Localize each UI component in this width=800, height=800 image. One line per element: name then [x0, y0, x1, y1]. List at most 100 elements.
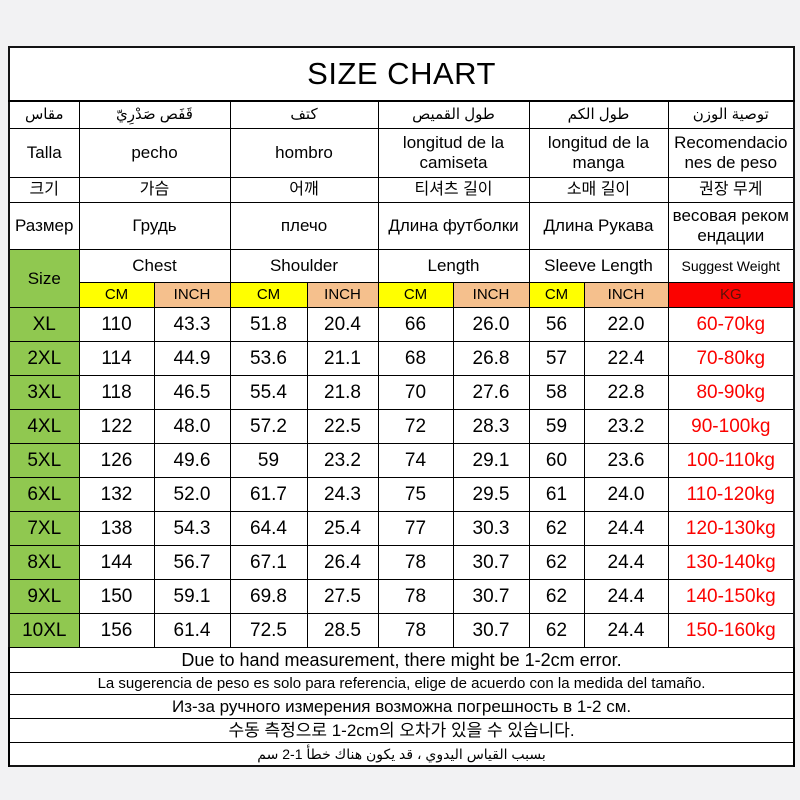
chest-inch-cell: 49.6 [153, 443, 231, 478]
header-size-ko: 크기 [8, 177, 80, 203]
table-row-7xl: 7XL 138 54.3 64.4 25.4 77 30.3 62 24.4 1… [8, 511, 795, 546]
note-spanish: La sugerencia de peso es solo para refer… [7, 672, 796, 695]
header-row-arabic: مقاس قَفَص صَدْرِيّ كتف طول القميص طول ا… [8, 100, 795, 129]
size-label: 5XL [8, 443, 80, 478]
size-chart-table: SIZE CHART مقاس قَفَص صَدْرِيّ كتف طول ا… [7, 46, 796, 767]
header-chest-ar: قَفَص صَدْرِيّ [78, 100, 231, 129]
header-size-en: Size [8, 249, 80, 308]
chest-inch-cell: 52.0 [153, 477, 231, 512]
header-row-english: Size Chest Shoulder Length Sleeve Length… [8, 249, 795, 308]
length-inch-cell: 29.1 [452, 443, 530, 478]
header-chest-en: Chest [78, 249, 231, 283]
chest-inch-cell: 61.4 [153, 613, 231, 648]
length-inch-cell: 30.3 [452, 511, 530, 546]
sleeve-cm-cell: 59 [528, 409, 585, 444]
chest-cm-cell: 114 [78, 341, 155, 376]
header-shoulder-es: hombro [229, 128, 379, 178]
unit-weight-kg: KG [667, 282, 795, 308]
table-row-2xl: 2XL 114 44.9 53.6 21.1 68 26.8 57 22.4 7… [8, 341, 795, 376]
header-chest-es: pecho [78, 128, 231, 178]
header-weight-ko: 권장 무게 [667, 177, 795, 203]
header-sleeve-ko: 소매 길이 [528, 177, 669, 203]
length-cm-cell: 77 [377, 511, 454, 546]
length-inch-cell: 27.6 [452, 375, 530, 410]
sleeve-inch-cell: 23.6 [583, 443, 669, 478]
table-row-6xl: 6XL 132 52.0 61.7 24.3 75 29.5 61 24.0 1… [8, 477, 795, 512]
note-korean: 수동 측정으로 1-2cm의 오차가 있을 수 있습니다. [7, 718, 796, 743]
header-shoulder-en: Shoulder [229, 249, 379, 283]
header-size-es: Talla [8, 128, 80, 178]
chest-inch-cell: 44.9 [153, 341, 231, 376]
chest-inch-cell: 48.0 [153, 409, 231, 444]
chest-cm-cell: 156 [78, 613, 155, 648]
unit-row: CM INCH CM INCH CM INCH CM INCH KG [9, 282, 795, 308]
shoulder-inch-cell: 21.1 [306, 341, 379, 376]
table-row-4xl: 4XL 122 48.0 57.2 22.5 72 28.3 59 23.2 9… [8, 409, 795, 444]
sleeve-cm-cell: 62 [528, 613, 585, 648]
sleeve-cm-cell: 58 [528, 375, 585, 410]
sleeve-inch-cell: 22.8 [583, 375, 669, 410]
size-label: XL [8, 307, 80, 342]
length-cm-cell: 75 [377, 477, 454, 512]
chest-cm-cell: 118 [78, 375, 155, 410]
sleeve-inch-cell: 24.0 [583, 477, 669, 512]
sleeve-inch-cell: 24.4 [583, 579, 669, 614]
weight-cell: 150-160kg [667, 613, 795, 648]
sleeve-inch-cell: 22.0 [583, 307, 669, 342]
length-cm-cell: 78 [377, 545, 454, 580]
chest-cm-cell: 150 [78, 579, 155, 614]
chest-cm-cell: 110 [78, 307, 155, 342]
length-inch-cell: 30.7 [452, 545, 530, 580]
sleeve-inch-cell: 22.4 [583, 341, 669, 376]
title-row: SIZE CHART [8, 46, 795, 102]
length-inch-cell: 26.0 [452, 307, 530, 342]
header-weight-en: Suggest Weight [667, 249, 795, 283]
length-cm-cell: 78 [377, 613, 454, 648]
weight-cell: 110-120kg [667, 477, 795, 512]
header-weight-ru: весовая реком ендации [667, 202, 795, 250]
weight-cell: 130-140kg [667, 545, 795, 580]
shoulder-inch-cell: 28.5 [306, 613, 379, 648]
note-arabic: بسبب القياس اليدوي ، قد يكون هناك خطأ 1-… [7, 742, 796, 767]
sleeve-cm-cell: 62 [528, 545, 585, 580]
weight-cell: 70-80kg [667, 341, 795, 376]
shoulder-inch-cell: 24.3 [306, 477, 379, 512]
chest-cm-cell: 122 [78, 409, 155, 444]
unit-chest-cm: CM [78, 282, 155, 308]
note-english: Due to hand measurement, there might be … [7, 647, 796, 673]
header-chest-ru: Грудь [78, 202, 231, 250]
header-length-ar: طول القميص [377, 100, 530, 129]
size-label: 9XL [8, 579, 80, 614]
sleeve-cm-cell: 56 [528, 307, 585, 342]
header-sleeve-es: longitud de la manga [528, 128, 669, 178]
shoulder-cm-cell: 59 [229, 443, 308, 478]
chest-inch-cell: 46.5 [153, 375, 231, 410]
page-title: SIZE CHART [8, 46, 795, 102]
length-cm-cell: 78 [377, 579, 454, 614]
size-label: 3XL [8, 375, 80, 410]
length-inch-cell: 30.7 [452, 579, 530, 614]
header-weight-ar: توصية الوزن [667, 100, 795, 129]
unit-shoulder-inch: INCH [306, 282, 379, 308]
shoulder-cm-cell: 64.4 [229, 511, 308, 546]
sleeve-inch-cell: 23.2 [583, 409, 669, 444]
note-row-russian: Из-за ручного измерения возможна погрешн… [7, 694, 796, 719]
header-length-ko: 티셔츠 길이 [377, 177, 530, 203]
header-shoulder-ko: 어깨 [229, 177, 379, 203]
unit-chest-inch: INCH [153, 282, 231, 308]
unit-shoulder-cm: CM [229, 282, 308, 308]
table-row-9xl: 9XL 150 59.1 69.8 27.5 78 30.7 62 24.4 1… [8, 579, 795, 614]
length-cm-cell: 66 [377, 307, 454, 342]
chest-inch-cell: 43.3 [153, 307, 231, 342]
shoulder-inch-cell: 21.8 [306, 375, 379, 410]
sleeve-cm-cell: 61 [528, 477, 585, 512]
chest-cm-cell: 132 [78, 477, 155, 512]
weight-cell: 120-130kg [667, 511, 795, 546]
chest-inch-cell: 56.7 [153, 545, 231, 580]
header-row-russian: Размер Грудь плечо Длина футболки Длина … [8, 202, 795, 250]
sleeve-cm-cell: 57 [528, 341, 585, 376]
shoulder-inch-cell: 22.5 [306, 409, 379, 444]
table-row-10xl: 10XL 156 61.4 72.5 28.5 78 30.7 62 24.4 … [8, 613, 795, 648]
shoulder-cm-cell: 53.6 [229, 341, 308, 376]
shoulder-inch-cell: 26.4 [306, 545, 379, 580]
